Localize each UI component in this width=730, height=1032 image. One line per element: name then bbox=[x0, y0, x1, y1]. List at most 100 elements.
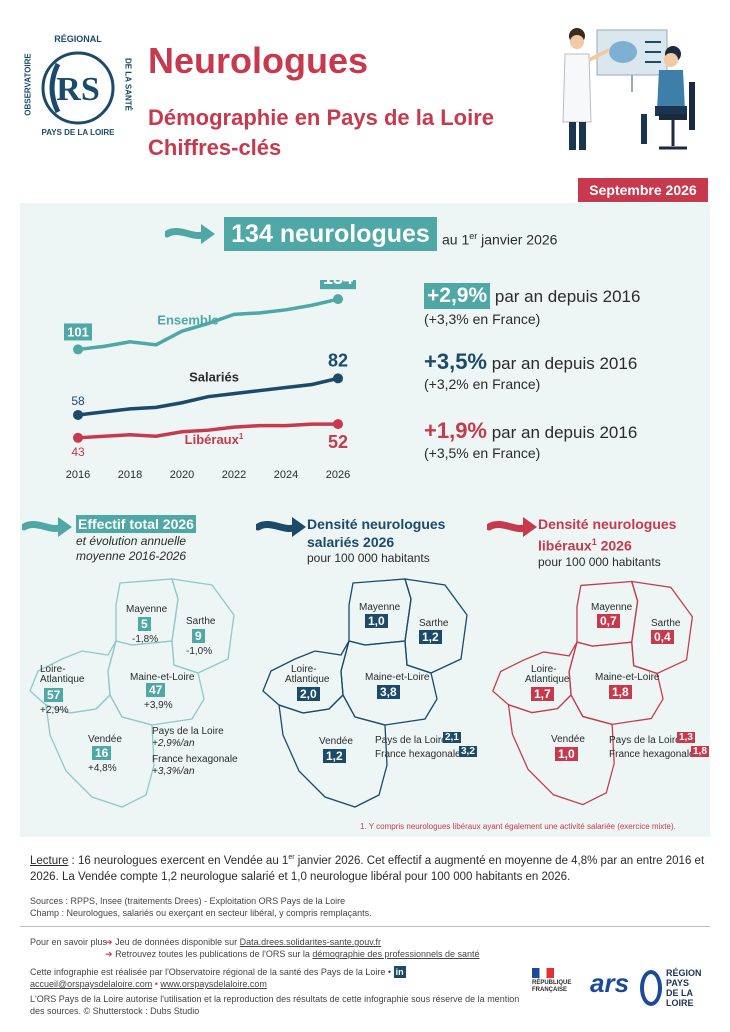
map1-sarthe-name: Sarthe bbox=[186, 616, 216, 627]
map1-loire-value: 57 bbox=[44, 688, 64, 702]
map2-mayenne-value: 1,0 bbox=[365, 614, 388, 628]
region-logo-text: RÉGION PAYS DE LA LOIRE bbox=[666, 968, 702, 1008]
map3-fr-label: France hexagonale bbox=[609, 749, 695, 760]
subtitle-line-1: Démographie en Pays de la Loire bbox=[148, 105, 495, 130]
map2-fr-label: France hexagonale bbox=[375, 749, 461, 760]
republique-francaise-logo: RÉPUBLIQUE FRANÇAISE bbox=[532, 968, 582, 994]
linkedin-icon[interactable]: in bbox=[393, 966, 406, 978]
trend-line-chart: 101 134 Ensemble 58 82 Salariés 43 52 Libéraux1 2… bbox=[64, 280, 356, 481]
svg-text:RS: RS bbox=[56, 71, 99, 108]
ars-logo: ars bbox=[590, 968, 630, 998]
map1-maine-value: 47 bbox=[146, 683, 166, 697]
map2-mayenne-name: Mayenne bbox=[359, 602, 401, 613]
logo-top-text: RÉGIONAL bbox=[54, 34, 102, 44]
series-end-point-1 bbox=[333, 373, 343, 384]
map2-sarthe-value: 1,2 bbox=[419, 630, 442, 644]
x-tick-label: 2016 bbox=[66, 469, 90, 481]
stat-liberaux-value: +1,9% bbox=[424, 418, 487, 443]
sources: Sources : RPPS, Insee (traitements Drees… bbox=[30, 895, 372, 919]
more-item-2: ➔ Retrouvez toutes les publications de l… bbox=[105, 949, 480, 959]
email-link[interactable]: accueil@orspaysdelaloire.com bbox=[30, 979, 153, 989]
map3-vendee-name: Vendée bbox=[551, 734, 585, 745]
logo-left-text: OBSERVATOIRE bbox=[23, 53, 33, 116]
credits-line-2: accueil@orspaysdelaloire.com • www.orspa… bbox=[30, 979, 267, 989]
map2-loire-name-1: Loire- bbox=[291, 664, 317, 675]
map1-vendee-name: Vendée bbox=[88, 734, 122, 745]
map2-maine-value: 3,8 bbox=[377, 685, 400, 699]
series-line-2 bbox=[76, 422, 340, 440]
site-link[interactable]: www.orspaysdelaloire.com bbox=[160, 979, 267, 989]
map2-title-2: salariés 2026 bbox=[307, 534, 395, 550]
map2-sub: pour 100 000 habitants bbox=[307, 551, 430, 565]
page-title: Neurologues bbox=[148, 40, 369, 81]
map1-mayenne-value: 5 bbox=[138, 617, 151, 631]
map1-maine-name: Maine-et-Loire bbox=[130, 672, 195, 683]
map1-arrow-icon bbox=[20, 515, 74, 544]
map1-pdl-evo: +2,9%/an bbox=[152, 738, 195, 749]
map1-heading: Effectif total 2026 et évolution annuell… bbox=[76, 515, 196, 564]
series-end-point-2 bbox=[333, 419, 343, 430]
map3-title-1: Densité neurologues bbox=[538, 516, 677, 532]
map2-heading: Densité neurologues salariés 2026 pour 1… bbox=[307, 515, 445, 566]
map3-heading: Densité neurologues libéraux1 2026 pour … bbox=[538, 515, 676, 570]
map3-sarthe-name: Sarthe bbox=[651, 618, 681, 629]
map2-loire-value: 2,0 bbox=[297, 687, 320, 701]
map2-fr-value: 3,2 bbox=[459, 746, 477, 757]
series-line-1 bbox=[76, 376, 340, 417]
map1-fr-label: France hexagonale bbox=[152, 754, 238, 765]
map3-maine-name: Maine-et-Loire bbox=[595, 672, 660, 683]
series-name-0: Ensemble bbox=[157, 312, 218, 327]
headline-value: 134 neurologues bbox=[224, 217, 437, 251]
map3-mayenne-name: Mayenne bbox=[591, 602, 633, 613]
region-logo-mark bbox=[640, 970, 662, 1006]
credits-line-3: L'ORS Pays de la Loire autorise l'utilis… bbox=[30, 994, 520, 1004]
map3-pdl-value: 1,3 bbox=[677, 732, 695, 743]
x-tick-label: 2024 bbox=[274, 469, 298, 481]
series-name-2: Libéraux1 bbox=[185, 432, 244, 447]
map3-maine-value: 1,8 bbox=[609, 685, 632, 699]
drees-data-link[interactable]: Data.drees.solidarites-sante.gouv.fr bbox=[239, 937, 382, 947]
x-tick-label: 2022 bbox=[222, 469, 246, 481]
map3-title-2: libéraux1 2026 bbox=[538, 537, 632, 554]
series-line-0 bbox=[76, 297, 340, 352]
map3-pdl-label: Pays de la Loire bbox=[609, 735, 681, 746]
ors-publications-link[interactable]: démographie des professionnels de santé bbox=[312, 949, 480, 959]
stat-salaries: +3,5% par an depuis 2016 (+3,2% en Franc… bbox=[424, 349, 637, 394]
series-end-label-2: 52 bbox=[328, 432, 348, 452]
series-start-label-0: 101 bbox=[67, 324, 89, 339]
map1-mayenne-evo: -1,8% bbox=[132, 634, 159, 645]
map3-vendee-value: 1,0 bbox=[555, 747, 578, 761]
map1-sarthe-value: 9 bbox=[192, 629, 205, 643]
more-item-1: ➔ Jeu de données disponible sur Data.dre… bbox=[105, 937, 382, 947]
stat-salaries-value: +3,5% bbox=[424, 349, 487, 374]
divider bbox=[20, 926, 710, 927]
map1-maine-evo: +3,9% bbox=[144, 700, 173, 711]
reading-note: Lecture : 16 neurologues exercent en Ven… bbox=[30, 854, 705, 883]
stat-ensemble-value: +2,9% bbox=[424, 283, 491, 309]
map1-loire-name-2: Atlantique bbox=[40, 674, 85, 685]
series-end-point-0 bbox=[333, 294, 343, 305]
logo-bottom-text: PAYS DE LA LOIRE bbox=[41, 128, 115, 137]
map2-maine-name: Maine-et-Loire bbox=[365, 672, 430, 683]
map2-loire-name-2: Atlantique bbox=[285, 674, 330, 685]
map3-fr-value: 1,8 bbox=[691, 746, 709, 757]
map3-loire-name-2: Atlantique bbox=[525, 674, 570, 685]
map3-loire-name-1: Loire- bbox=[531, 664, 557, 675]
stat-ensemble: +2,9% par an depuis 2016 (+3,3% en Franc… bbox=[424, 283, 640, 329]
map1-mayenne-name: Mayenne bbox=[126, 604, 168, 615]
map1-loire-evo: +2,9% bbox=[40, 705, 69, 716]
credits-line-4: des sources. © Shutterstock : Dubs Studi… bbox=[30, 1006, 200, 1016]
x-tick-label: 2026 bbox=[326, 469, 350, 481]
series-start-label-2: 43 bbox=[71, 445, 85, 459]
logo-right-text: DE LA SANTÉ bbox=[123, 57, 133, 112]
map1-sarthe-evo: -1,0% bbox=[186, 646, 213, 657]
map3-mayenne-value: 0,7 bbox=[597, 614, 620, 628]
map2-vendee-name: Vendée bbox=[319, 736, 353, 747]
footnote: 1. Y compris neurologues libéraux ayant … bbox=[360, 822, 676, 831]
series-name-1: Salariés bbox=[189, 369, 239, 384]
stat-liberaux-text: par an depuis 2016 bbox=[487, 423, 638, 442]
page-subtitle: Démographie en Pays de la Loire Chiffres… bbox=[148, 103, 494, 163]
map1-loire-name-1: Loire- bbox=[40, 664, 66, 675]
headline-arrow-icon bbox=[163, 222, 217, 251]
map2-title-1: Densité neurologues bbox=[307, 516, 446, 532]
